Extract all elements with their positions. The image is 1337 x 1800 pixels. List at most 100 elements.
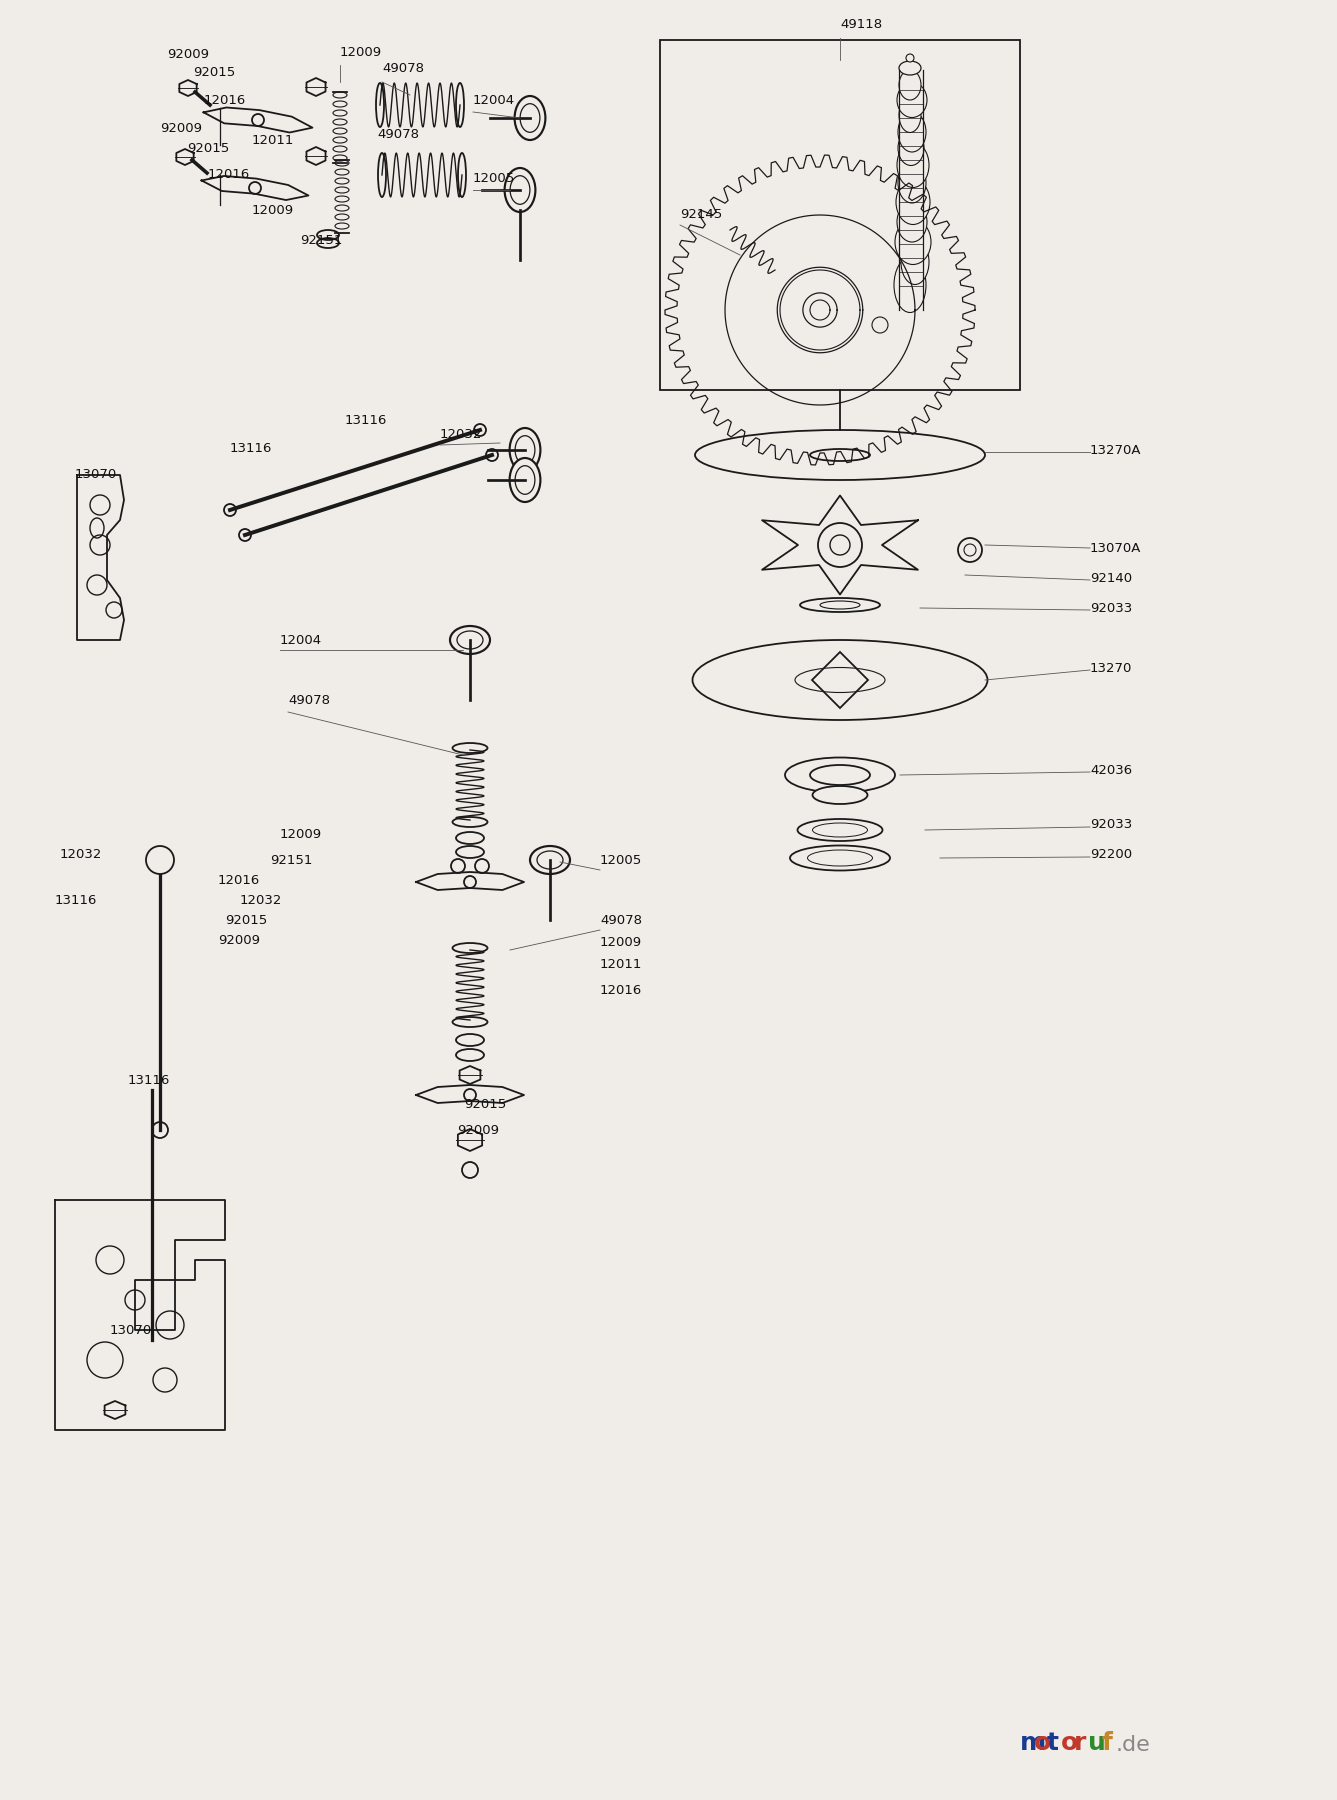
Text: 12005: 12005 <box>600 853 642 866</box>
Text: 92009: 92009 <box>218 934 259 947</box>
Text: .de: .de <box>1115 1735 1150 1755</box>
Text: 13116: 13116 <box>128 1073 170 1087</box>
Text: 13116: 13116 <box>55 893 98 907</box>
Text: 12009: 12009 <box>251 203 294 216</box>
Text: 12032: 12032 <box>60 848 103 862</box>
Ellipse shape <box>451 626 489 653</box>
Ellipse shape <box>800 598 880 612</box>
Text: 12009: 12009 <box>279 828 322 842</box>
Ellipse shape <box>456 83 464 128</box>
Ellipse shape <box>896 180 931 225</box>
Polygon shape <box>812 652 868 707</box>
Ellipse shape <box>785 758 894 792</box>
Text: 12032: 12032 <box>241 893 282 907</box>
Text: 13270A: 13270A <box>1090 443 1142 457</box>
Text: 92015: 92015 <box>187 142 229 155</box>
Bar <box>660 40 1020 391</box>
Text: t: t <box>1047 1732 1059 1755</box>
Text: 92009: 92009 <box>457 1123 499 1136</box>
Text: 49078: 49078 <box>600 914 642 927</box>
Text: 92015: 92015 <box>193 67 235 79</box>
Text: 92033: 92033 <box>1090 601 1132 614</box>
Ellipse shape <box>897 83 927 117</box>
Ellipse shape <box>509 428 540 472</box>
Ellipse shape <box>452 943 488 952</box>
Text: 92033: 92033 <box>1090 819 1132 832</box>
Ellipse shape <box>452 1017 488 1028</box>
Text: 92009: 92009 <box>167 49 209 61</box>
Ellipse shape <box>898 70 921 101</box>
Text: 92151: 92151 <box>299 234 342 247</box>
Text: 92015: 92015 <box>225 914 267 927</box>
Text: 12004: 12004 <box>473 94 515 106</box>
Text: 13070: 13070 <box>110 1323 152 1336</box>
Circle shape <box>239 529 251 542</box>
Ellipse shape <box>456 846 484 859</box>
Ellipse shape <box>456 1033 484 1046</box>
Ellipse shape <box>894 257 927 313</box>
Text: 12005: 12005 <box>473 171 515 185</box>
Text: 92009: 92009 <box>160 122 202 135</box>
Ellipse shape <box>810 448 870 461</box>
Text: 49078: 49078 <box>287 693 330 706</box>
Text: 92140: 92140 <box>1090 572 1132 585</box>
Ellipse shape <box>898 164 927 203</box>
Text: 92151: 92151 <box>270 853 313 866</box>
Text: 49118: 49118 <box>840 18 882 31</box>
Text: 92200: 92200 <box>1090 848 1132 862</box>
Text: 13116: 13116 <box>230 441 273 454</box>
Circle shape <box>152 1121 168 1138</box>
Circle shape <box>225 504 237 517</box>
Text: 13070A: 13070A <box>1090 542 1142 554</box>
Text: 92145: 92145 <box>681 209 722 221</box>
Text: 12004: 12004 <box>279 634 322 646</box>
Ellipse shape <box>378 153 386 196</box>
Text: 13116: 13116 <box>345 414 388 427</box>
Ellipse shape <box>693 641 988 720</box>
Text: 12032: 12032 <box>440 428 483 441</box>
Text: 12016: 12016 <box>205 94 246 106</box>
Circle shape <box>451 859 465 873</box>
Text: m: m <box>1020 1732 1047 1755</box>
Circle shape <box>463 1163 479 1177</box>
Ellipse shape <box>695 430 985 481</box>
Text: 12011: 12011 <box>251 133 294 146</box>
Text: 12011: 12011 <box>600 958 642 972</box>
Text: 49078: 49078 <box>382 61 424 74</box>
Text: 12016: 12016 <box>209 169 250 182</box>
Ellipse shape <box>504 167 535 212</box>
Ellipse shape <box>897 202 927 241</box>
Ellipse shape <box>456 832 484 844</box>
Ellipse shape <box>452 817 488 826</box>
Ellipse shape <box>452 743 488 752</box>
Text: 12009: 12009 <box>340 45 382 58</box>
Ellipse shape <box>898 97 921 133</box>
Text: o: o <box>1060 1732 1078 1755</box>
Circle shape <box>475 425 487 436</box>
Ellipse shape <box>509 457 540 502</box>
Ellipse shape <box>456 1049 484 1060</box>
Ellipse shape <box>897 142 929 187</box>
Text: u: u <box>1087 1732 1106 1755</box>
Ellipse shape <box>813 787 868 805</box>
Text: 12016: 12016 <box>218 873 261 887</box>
Circle shape <box>146 846 174 875</box>
Text: 49078: 49078 <box>377 128 418 142</box>
Ellipse shape <box>810 765 870 785</box>
Circle shape <box>475 859 489 873</box>
Circle shape <box>818 524 862 567</box>
Ellipse shape <box>898 112 927 151</box>
Ellipse shape <box>376 83 384 128</box>
Ellipse shape <box>529 846 570 875</box>
Ellipse shape <box>894 220 931 265</box>
Text: o: o <box>1034 1732 1051 1755</box>
Circle shape <box>487 448 497 461</box>
Text: 12009: 12009 <box>600 936 642 949</box>
Ellipse shape <box>901 239 929 284</box>
Text: 13070: 13070 <box>75 468 118 481</box>
Circle shape <box>906 54 915 61</box>
Text: 42036: 42036 <box>1090 763 1132 776</box>
Circle shape <box>959 538 981 562</box>
Ellipse shape <box>790 846 890 871</box>
Ellipse shape <box>898 131 924 166</box>
